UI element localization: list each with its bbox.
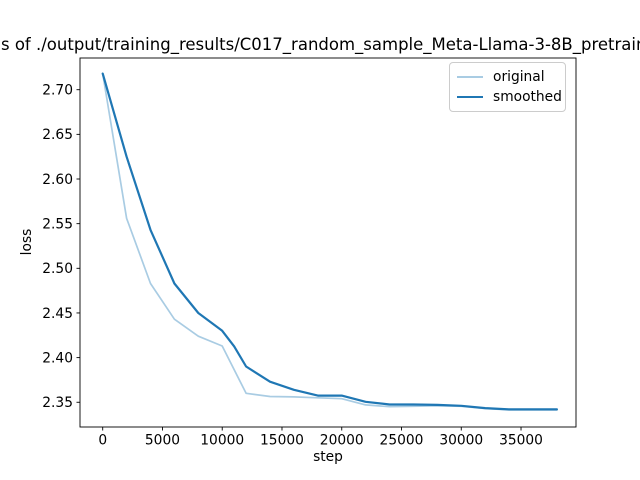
smoothed-line	[101, 72, 559, 411]
x-tick-label: 0	[98, 433, 107, 449]
original-line-swatch	[457, 76, 483, 78]
x-tick-label: 35000	[499, 433, 543, 449]
legend-item-original: original	[457, 67, 558, 87]
y-axis-label: loss	[19, 228, 35, 256]
y-tick-label: 2.55	[42, 216, 73, 232]
x-axis-label: step	[313, 449, 343, 465]
y-tick-label: 2.45	[42, 306, 73, 322]
x-tick-label: 15000	[260, 433, 304, 449]
y-tick-label: 2.50	[42, 261, 73, 277]
x-tick-label: 20000	[320, 433, 364, 449]
x-tick-label: 30000	[439, 433, 483, 449]
chart-title: s of ./output/training_results/C017_rand…	[1, 35, 640, 54]
x-tick-label: 25000	[380, 433, 424, 449]
y-tick-label: 2.70	[42, 83, 73, 99]
y-tick-label: 2.60	[42, 172, 73, 188]
x-tick-label: 5000	[145, 433, 180, 449]
plot-border	[79, 57, 577, 428]
legend-item-smoothed: smoothed	[457, 87, 562, 107]
x-tick-label: 10000	[200, 433, 244, 449]
legend-label-original: original	[493, 69, 545, 85]
legend: original smoothed	[449, 62, 566, 112]
y-tick-label: 2.65	[42, 127, 73, 143]
y-tick-label: 2.40	[42, 350, 73, 366]
legend-label-smoothed: smoothed	[493, 89, 562, 105]
smoothed-line-swatch	[457, 96, 483, 98]
original-line	[101, 72, 558, 411]
y-tick-label: 2.35	[42, 395, 73, 411]
